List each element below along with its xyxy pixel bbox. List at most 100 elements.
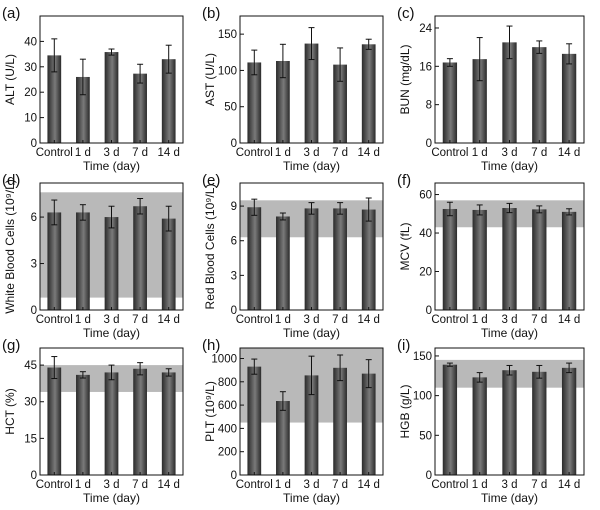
x-tick-label: 7 d	[531, 147, 547, 159]
y-axis-label: HCT (%)	[3, 388, 17, 434]
x-axis-label: Time (day)	[283, 326, 340, 340]
bar	[561, 211, 577, 310]
bar	[502, 208, 517, 310]
x-axis-label: Time (day)	[283, 159, 340, 173]
x-tick-label: 14 d	[358, 314, 380, 326]
y-tick-label: 600	[218, 400, 237, 412]
bar	[104, 372, 119, 475]
y-tick-label: 200	[218, 447, 237, 459]
x-tick-label: 14 d	[558, 314, 580, 326]
bar	[442, 364, 458, 475]
x-tick-label: Control	[36, 479, 73, 491]
y-axis-label: White Blood Cells (10⁹/L)	[3, 179, 17, 314]
y-tick-label: 16	[419, 61, 432, 73]
panel-letter: (f)	[397, 172, 411, 189]
panel-letter: (e)	[202, 172, 220, 189]
y-tick-label: 0	[31, 470, 37, 482]
x-tick-label: 7 d	[531, 314, 547, 326]
x-tick-label: 1 d	[275, 479, 291, 491]
bar	[76, 374, 90, 475]
y-axis-label: PLT (10⁹/L)	[203, 381, 217, 442]
bar	[133, 368, 147, 475]
bar	[304, 208, 319, 310]
bar	[472, 59, 487, 143]
bar	[161, 59, 176, 143]
panel-letter: (b)	[202, 5, 220, 22]
y-tick-label: 9	[231, 201, 237, 213]
y-tick-label: 20	[419, 267, 432, 279]
x-tick-label: 14 d	[158, 147, 180, 159]
x-tick-label: 7 d	[531, 479, 547, 491]
y-tick-label: 40	[419, 228, 432, 240]
bar	[161, 218, 176, 310]
x-tick-label: Control	[36, 314, 73, 326]
bar	[532, 209, 547, 310]
panel-5: 0 20 40 60 Control 1 d 3 d 7 d 14 d Time (day) MCV…	[397, 172, 585, 340]
y-tick-label: 3	[31, 259, 37, 271]
y-tick-label: 24	[419, 23, 432, 35]
panel-2: 0 8 16 24 Control 1 d 3 d 7 d 14 d Time (day) BUN …	[397, 5, 585, 173]
x-tick-label: 14 d	[158, 479, 180, 491]
x-tick-label: 7 d	[332, 314, 348, 326]
bar	[304, 375, 319, 475]
bar	[247, 62, 262, 144]
x-tick-label: Control	[431, 479, 468, 491]
x-tick-label: 3 d	[502, 314, 518, 326]
x-tick-label: 7 d	[132, 479, 148, 491]
bar	[333, 64, 347, 143]
bar	[276, 401, 290, 475]
bar	[333, 208, 347, 310]
bar	[133, 206, 147, 310]
panel-8: 0 50 100 150 Control 1 d 3 d 7 d 14 d Time (day) H…	[397, 337, 585, 505]
x-tick-label: 1 d	[275, 147, 291, 159]
bar	[276, 60, 290, 143]
y-tick-label: 0	[426, 138, 432, 150]
y-axis-label: ALT (U/L)	[3, 54, 17, 105]
bar	[502, 42, 517, 143]
x-tick-label: 3 d	[502, 479, 518, 491]
y-tick-label: 100	[413, 391, 432, 403]
bar	[76, 212, 90, 310]
bar	[47, 367, 62, 475]
y-tick-label: 45	[24, 360, 37, 372]
panel-letter: (i)	[397, 337, 410, 354]
bar	[472, 377, 487, 475]
y-tick-label: 3	[231, 270, 237, 282]
x-tick-label: 3 d	[104, 147, 120, 159]
y-axis-label: Red Blood Cells (10⁹/L)	[203, 184, 217, 310]
y-tick-label: 0	[426, 305, 432, 317]
bar	[76, 76, 90, 143]
y-tick-label: 1000	[211, 353, 237, 365]
y-tick-label: 0	[426, 470, 432, 482]
y-tick-label: 30	[24, 397, 37, 409]
x-tick-label: 14 d	[358, 479, 380, 491]
y-tick-label: 400	[218, 423, 237, 435]
x-tick-label: 14 d	[558, 479, 580, 491]
y-axis-label: HGB (g/L)	[398, 384, 412, 438]
panel-letter: (h)	[202, 337, 220, 354]
bar	[276, 216, 290, 310]
y-tick-label: 30	[24, 62, 37, 74]
y-tick-label: 10	[24, 113, 37, 125]
y-axis-label: AST (U/L)	[203, 53, 217, 106]
x-tick-label: 3 d	[104, 314, 120, 326]
x-tick-label: 7 d	[332, 147, 348, 159]
panel-letter: (d)	[2, 172, 20, 189]
y-tick-label: 50	[224, 102, 237, 114]
x-tick-label: 3 d	[304, 479, 320, 491]
x-tick-label: 1 d	[75, 314, 91, 326]
x-tick-label: 3 d	[104, 479, 120, 491]
x-axis-label: Time (day)	[481, 159, 538, 173]
panel-0: 0 10 20 30 40 Control 1 d 3 d 7 d 14 d Time (day) A…	[2, 5, 184, 173]
y-tick-label: 8	[426, 100, 432, 112]
bar	[47, 212, 62, 310]
x-axis-label: Time (day)	[283, 491, 340, 505]
panel-1: 0 50 100 150 Control 1 d 3 d 7 d 14 d Time (day) A…	[202, 5, 384, 173]
y-tick-label: 6	[31, 212, 37, 224]
bar	[502, 370, 517, 475]
panel-3: 0 3 6 Control 1 d 3 d 7 d 14 d Time (day) White B…	[2, 172, 184, 340]
x-tick-label: 1 d	[275, 314, 291, 326]
y-tick-label: 40	[24, 36, 37, 48]
bar	[247, 366, 262, 475]
bar	[561, 53, 577, 143]
